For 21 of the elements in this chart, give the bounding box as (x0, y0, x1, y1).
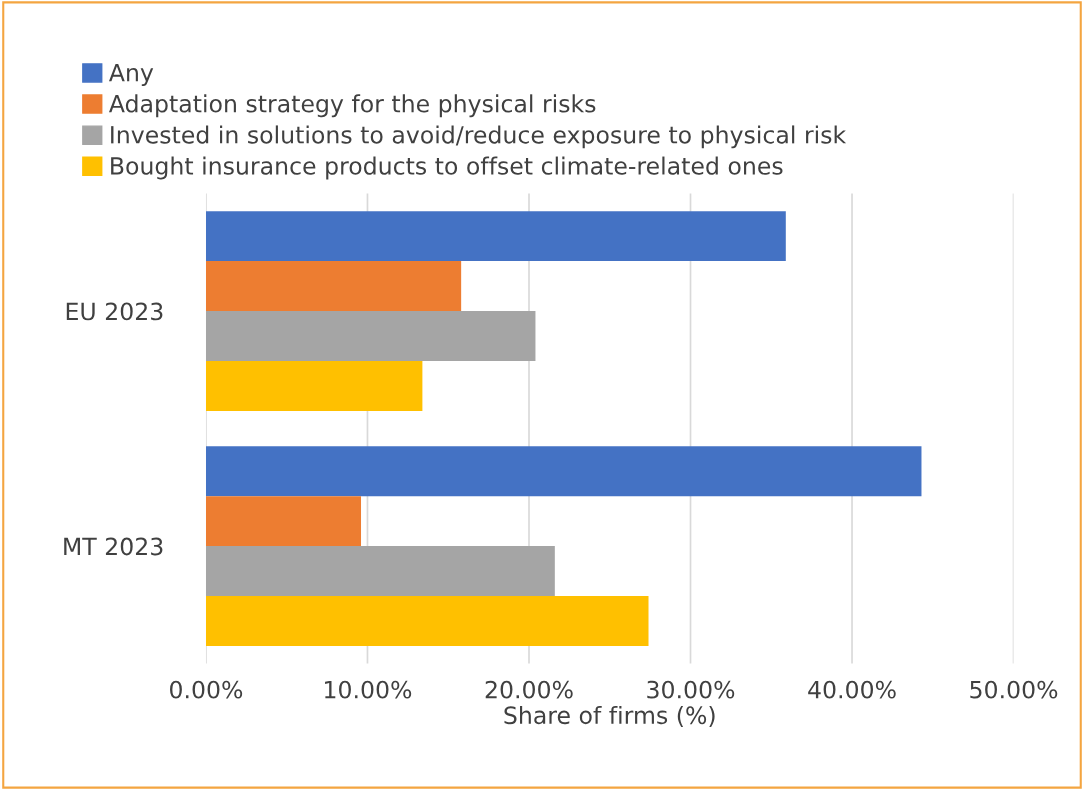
x-tick-label: 40.00% (808, 680, 896, 699)
bar (205, 596, 649, 646)
bar (205, 311, 536, 362)
x-tick-label: 10.00% (325, 680, 412, 699)
legend-label: Bought insurance products to offset climate-related ones (111, 156, 783, 180)
bar (205, 211, 786, 262)
legend-label: Adaptation strategy for the physical risks (108, 94, 596, 118)
bar (205, 361, 423, 411)
bar (205, 546, 555, 597)
x-tick-label: 0.00% (170, 680, 243, 699)
y-tick-label: MT 2023 (64, 537, 163, 556)
bar (205, 446, 922, 497)
legend-label: Any (108, 63, 154, 87)
bar (205, 261, 462, 312)
x-tick-label: 50.00% (970, 680, 1058, 699)
x-tick-label: 20.00% (485, 680, 573, 699)
x-axis-title: Share of firms (%) (504, 705, 715, 727)
x-tick-label: 30.00% (647, 680, 735, 699)
y-tick-label: EU 2023 (66, 302, 163, 321)
legend-label: Invested in solutions to avoid/reduce exposure to physical risk (111, 125, 847, 149)
bar (205, 496, 362, 547)
